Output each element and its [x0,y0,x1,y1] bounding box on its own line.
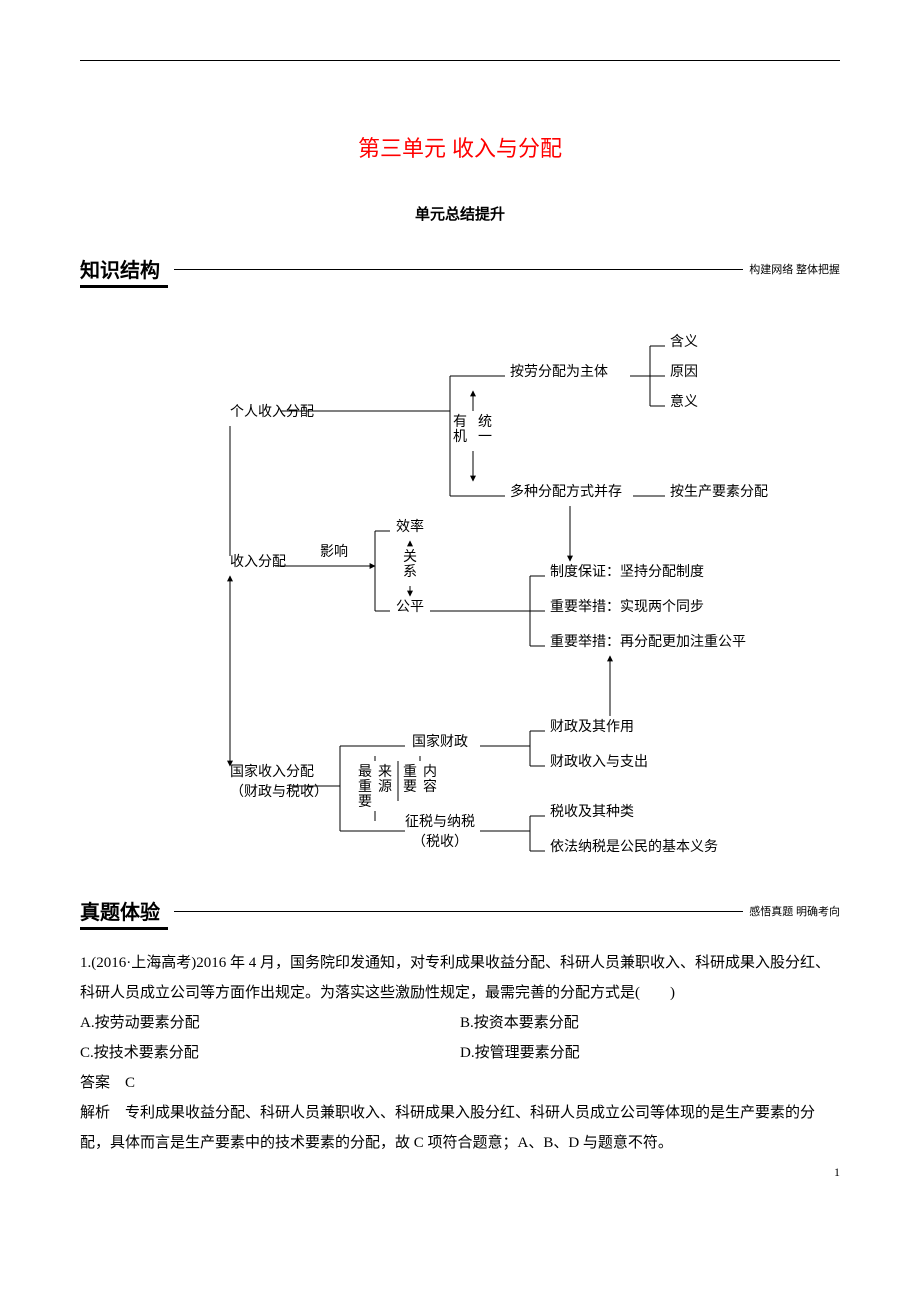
top-rule [80,60,840,61]
svg-text:收入分配: 收入分配 [230,554,286,570]
option-d: D.按管理要素分配 [460,1038,840,1068]
section-rule-2 [174,911,743,912]
svg-text:统: 统 [478,414,492,430]
svg-text:国家财政: 国家财政 [412,733,468,750]
answer-line: 答案 C [80,1068,840,1098]
svg-text:关: 关 [403,549,417,565]
svg-text:重要举措：再分配更加注重公平: 重要举措：再分配更加注重公平 [550,634,746,650]
svg-text:一: 一 [478,430,492,445]
svg-text:国家收入分配: 国家收入分配 [230,763,314,780]
option-a: A.按劳动要素分配 [80,1008,460,1038]
svg-text:最: 最 [358,764,372,780]
svg-text:按生产要素分配: 按生产要素分配 [670,484,768,500]
svg-text:按劳分配为主体: 按劳分配为主体 [510,364,608,380]
svg-text:意义: 意义 [670,393,698,410]
svg-text:原因: 原因 [670,365,698,380]
svg-text:公平: 公平 [396,600,424,615]
section-rule [174,269,743,270]
svg-text:多种分配方式并存: 多种分配方式并存 [510,483,622,500]
svg-text:制度保证：坚持分配制度: 制度保证：坚持分配制度 [550,564,704,580]
svg-text:财政及其作用: 财政及其作用 [550,719,634,735]
section-exam-bar: 真题体验 感悟真题 明确考向 [80,896,840,930]
question-stem: 1.(2016·上海高考)2016 年 4 月，国务院印发通知，对专利成果收益分… [80,948,840,1008]
section-exam-note: 感悟真题 明确考向 [749,903,840,923]
svg-text:依法纳税是公民的基本义务: 依法纳税是公民的基本义务 [550,838,718,855]
svg-text:有: 有 [453,414,467,430]
svg-text:效率: 效率 [396,518,424,535]
section-knowledge-bar: 知识结构 构建网络 整体把握 [80,254,840,288]
unit-title: 第三单元 收入与分配 [80,131,840,163]
svg-text:内: 内 [423,764,437,780]
svg-text:容: 容 [423,778,437,795]
question-options: A.按劳动要素分配 B.按资本要素分配 C.按技术要素分配 D.按管理要素分配 [80,1008,840,1068]
svg-text:重: 重 [358,779,372,795]
svg-text:要: 要 [403,780,417,795]
option-c: C.按技术要素分配 [80,1038,460,1068]
section-exam-label: 真题体验 [80,896,168,930]
svg-text:财政收入与支出: 财政收入与支出 [550,754,648,770]
page-number: 1 [834,1165,840,1180]
svg-text:个人收入分配: 个人收入分配 [230,404,314,420]
svg-text:征税与纳税: 征税与纳税 [405,814,475,830]
svg-text:（财政与税收）: （财政与税收） [230,784,328,800]
svg-text:（税收）: （税收） [412,834,468,850]
svg-text:含义: 含义 [670,334,698,350]
option-b: B.按资本要素分配 [460,1008,840,1038]
svg-text:影响: 影响 [320,544,348,560]
analysis-text: 解析 专利成果收益分配、科研人员兼职收入、科研成果入股分红、科研人员成立公司等体… [80,1098,840,1158]
svg-text:重: 重 [403,764,417,780]
knowledge-diagram: 个人收入分配收入分配国家收入分配 （财政与税收） 影响 按劳分配为主体多种分配方式并存… [110,306,810,866]
page: 第三单元 收入与分配 单元总结提升 知识结构 构建网络 整体把握 个人收入分配收… [0,0,920,1198]
svg-text:系: 系 [403,564,417,580]
svg-text:源: 源 [378,779,392,795]
svg-text:机: 机 [453,429,467,445]
unit-subtitle: 单元总结提升 [80,203,840,224]
section-knowledge-note: 构建网络 整体把握 [749,261,840,281]
svg-text:重要举措：实现两个同步: 重要举措：实现两个同步 [550,599,704,615]
svg-text:要: 要 [358,795,372,810]
svg-text:税收及其种类: 税收及其种类 [550,804,634,820]
section-knowledge-label: 知识结构 [80,254,168,288]
svg-text:来: 来 [378,764,392,780]
